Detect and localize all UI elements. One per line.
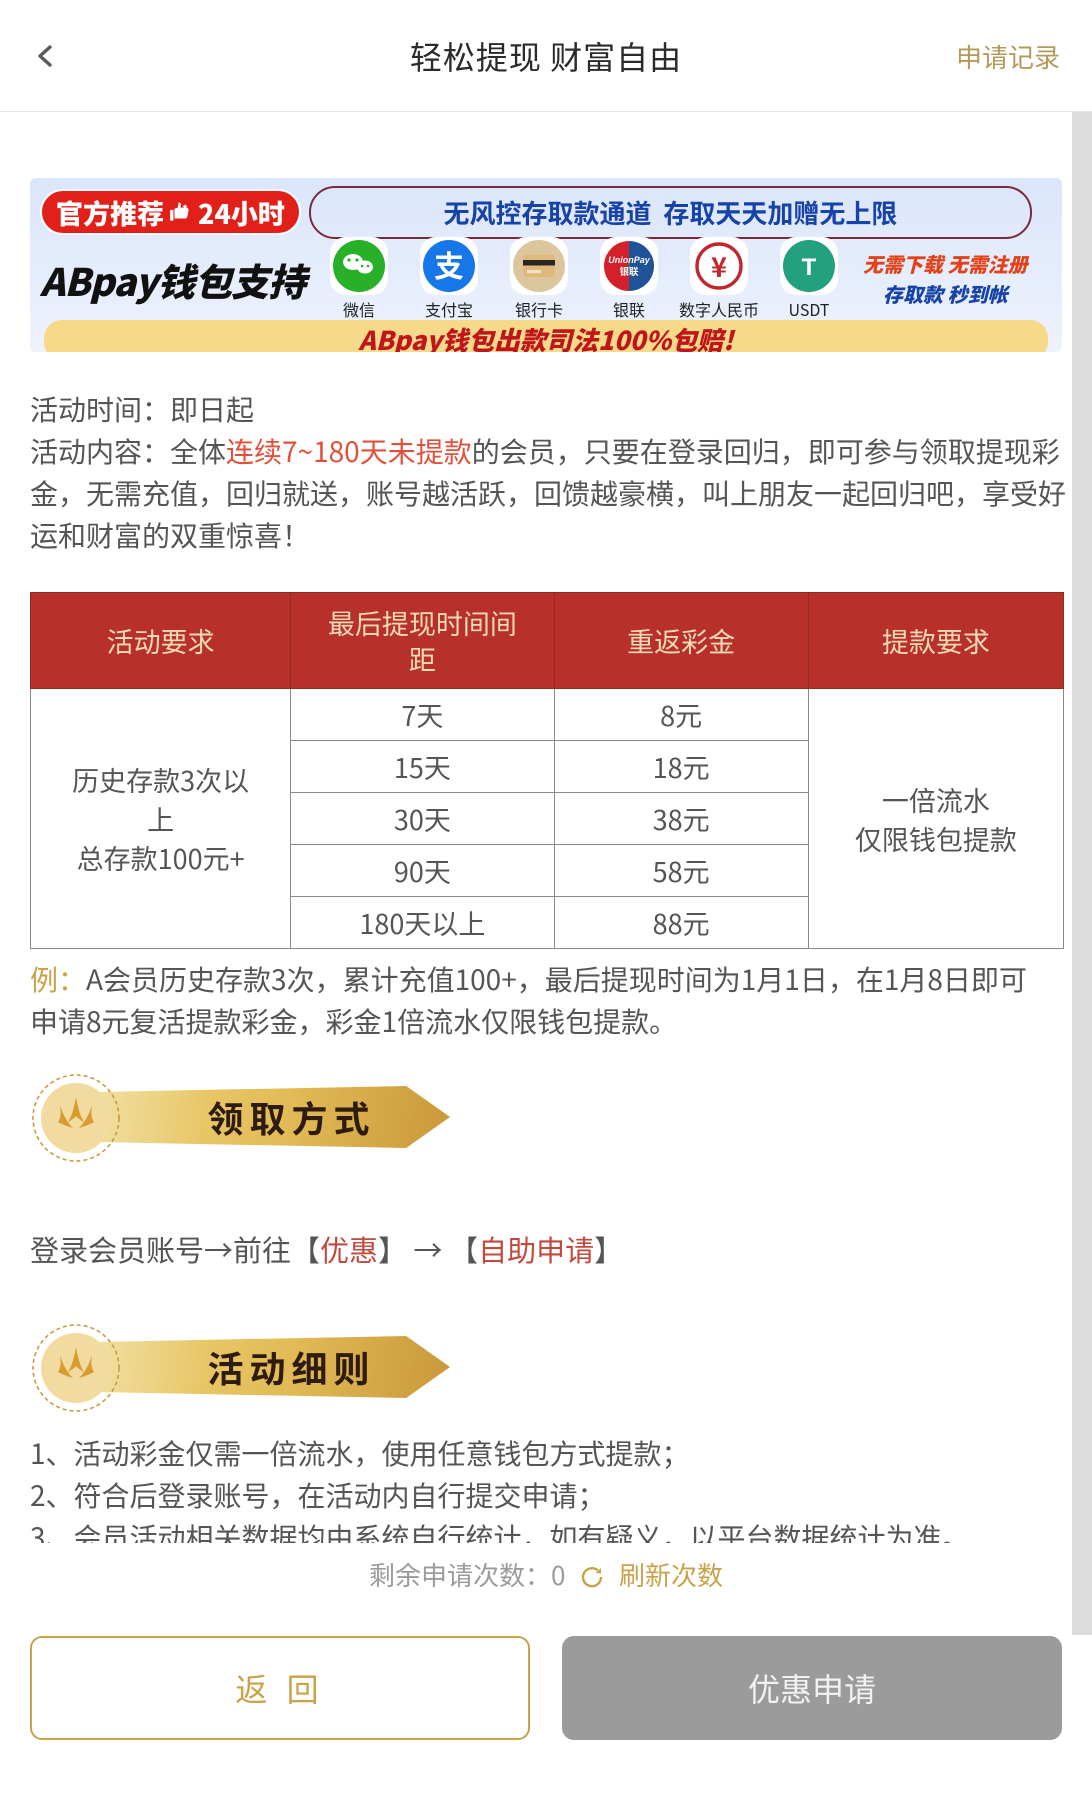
svg-text:¥: ¥ [711,246,727,285]
svg-text:T: T [802,254,817,281]
svg-text:银联: 银联 [619,264,639,278]
svg-text:支: 支 [434,242,464,286]
